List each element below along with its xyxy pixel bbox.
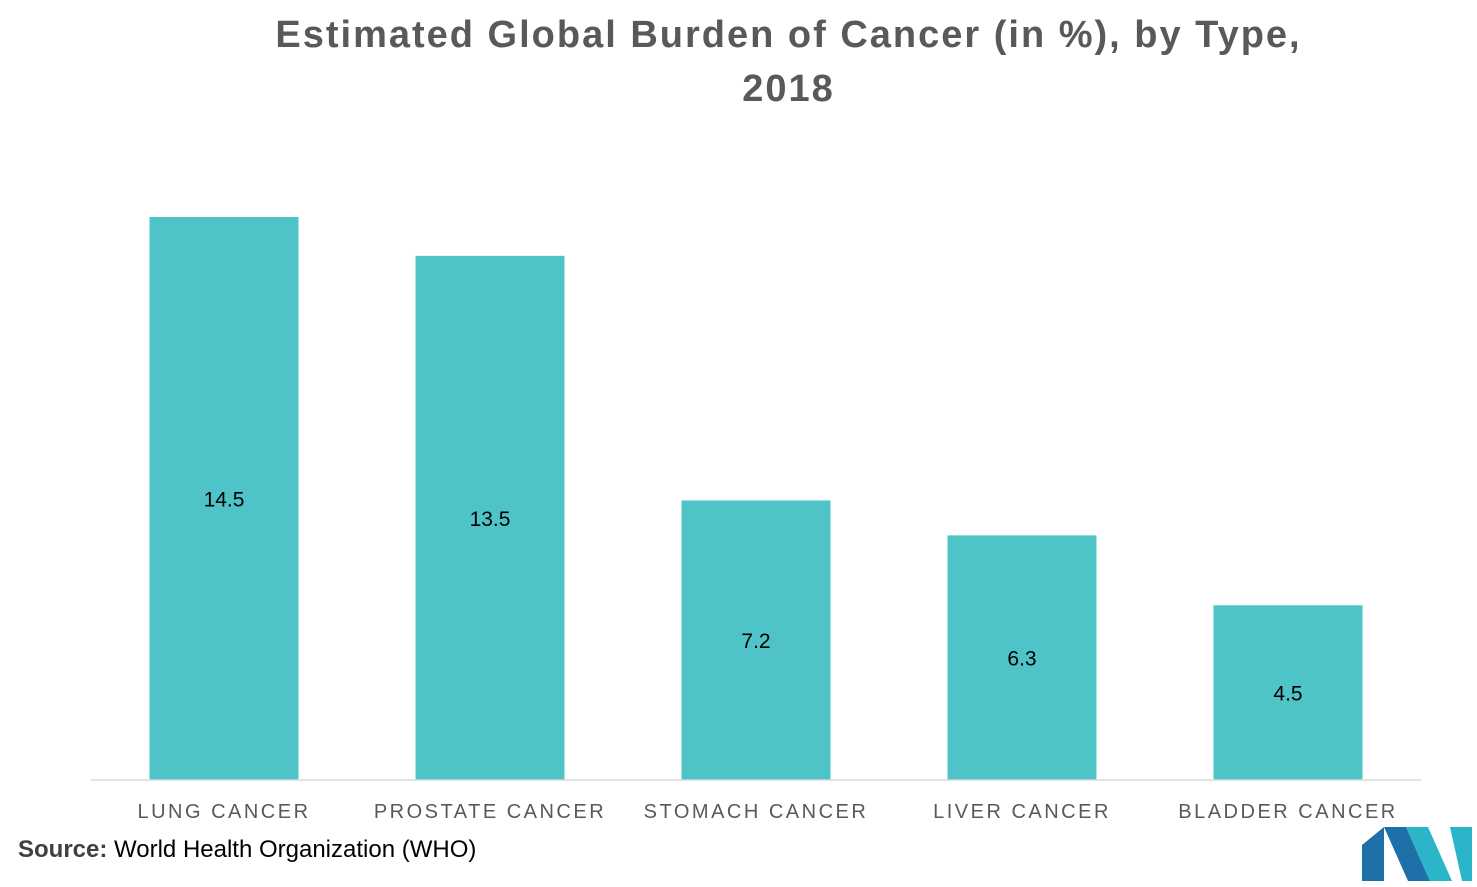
chart-title-line-2: 2018 — [742, 68, 835, 110]
chart-title: Estimated Global Burden of Cancer (in %)… — [200, 8, 1377, 116]
value-label-prostate-cancer: 13.5 — [470, 508, 511, 531]
bars-group — [149, 217, 1363, 781]
bar-prostate-cancer — [415, 255, 565, 781]
bar-bladder-cancer — [1213, 605, 1363, 780]
x-tick-labels-group: LUNG CANCER PROSTATE CANCER STOMACH CANCER… — [137, 801, 1397, 823]
company-logo-icon — [1362, 827, 1472, 881]
value-label-lung-cancer: 14.5 — [204, 489, 245, 512]
source-note: Source: World Health Organization (WHO) — [18, 836, 476, 864]
x-tick-label-stomach-cancer: STOMACH CANCER — [644, 801, 869, 823]
bar-liver-cancer — [947, 535, 1097, 780]
source-text: World Health Organization (WHO) — [114, 836, 477, 863]
x-tick-label-lung-cancer: LUNG CANCER — [137, 801, 310, 823]
value-label-bladder-cancer: 4.5 — [1273, 683, 1302, 706]
value-label-stomach-cancer: 7.2 — [741, 630, 770, 653]
value-label-liver-cancer: 6.3 — [1007, 648, 1036, 671]
chart-title-line-1: Estimated Global Burden of Cancer (in %)… — [275, 14, 1302, 56]
value-labels-group: 14.5 13.5 7.2 6.3 4.5 — [204, 489, 1303, 706]
x-tick-label-liver-cancer: LIVER CANCER — [933, 801, 1111, 823]
bar-stomach-cancer — [681, 500, 831, 780]
bar-lung-cancer — [149, 217, 299, 780]
x-tick-label-bladder-cancer: BLADDER CANCER — [1178, 801, 1397, 823]
source-label: Source: — [18, 836, 108, 863]
x-tick-label-prostate-cancer: PROSTATE CANCER — [374, 801, 606, 823]
